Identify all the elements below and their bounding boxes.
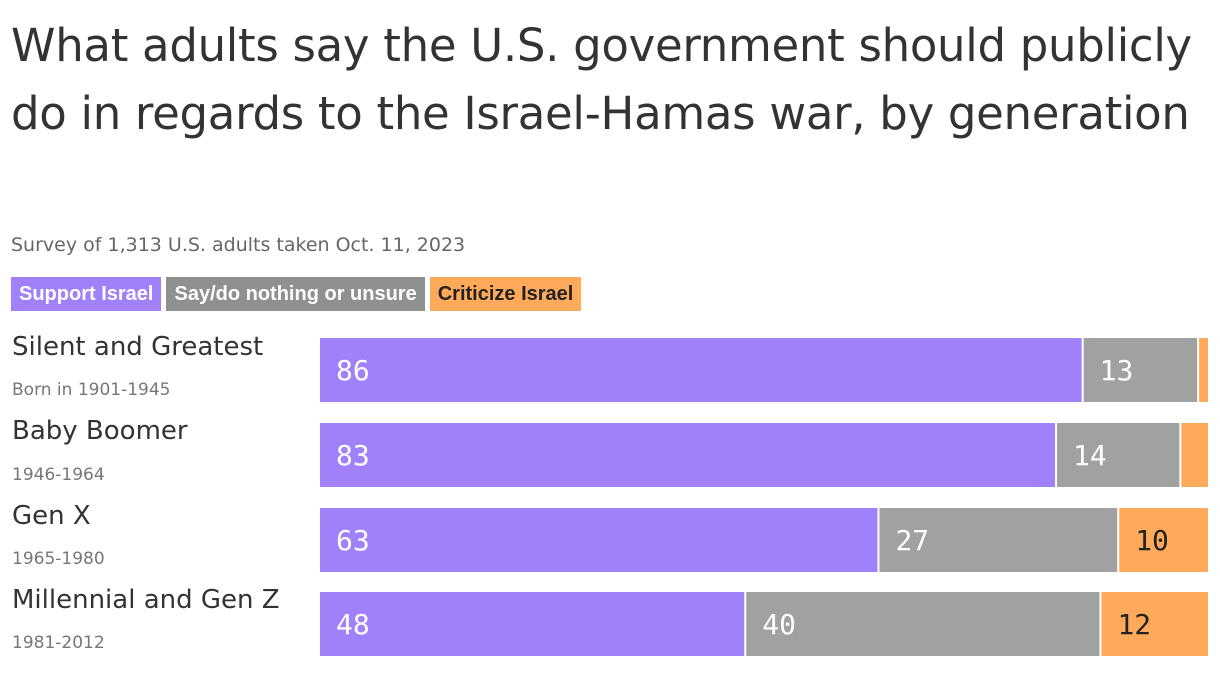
- category-sub-gen-x: 1965-1980: [12, 549, 105, 569]
- bar-label-gen-x-support-israel: 63: [336, 524, 370, 557]
- chart-subtitle: Survey of 1,313 U.S. adults taken Oct. 1…: [11, 234, 466, 256]
- legend: Support Israel Say/do nothing or unsure …: [11, 277, 582, 311]
- legend-support-israel: Support Israel: [11, 277, 162, 311]
- bar-silent-and-greatest-criticize-israel: [1199, 338, 1208, 402]
- bar-millennial-and-gen-z-criticize-israel: [1101, 592, 1208, 656]
- bar-silent-and-greatest-support-israel: [320, 338, 1082, 402]
- bar-baby-boomer-criticize-israel: [1181, 423, 1208, 487]
- category-label-millennial-gen-z: Millennial and Gen Z: [12, 585, 280, 615]
- legend-criticize-israel: Criticize Israel: [429, 277, 582, 311]
- bar-label-millennial-and-gen-z-criticize-israel: 12: [1117, 608, 1151, 641]
- chart-title: What adults say the U.S. government shou…: [11, 19, 1192, 140]
- bar-silent-and-greatest-say-do-nothing-or-unsure: [1083, 338, 1198, 402]
- bar-gen-x-support-israel: [320, 508, 878, 572]
- bar-label-baby-boomer-say-do-nothing-or-unsure: 14: [1073, 439, 1107, 472]
- category-sub-millennial-gen-z: 1981-2012: [12, 633, 105, 653]
- category-sub-silent-greatest: Born in 1901-1945: [12, 380, 171, 400]
- bar-millennial-and-gen-z-say-do-nothing-or-unsure: [746, 592, 1100, 656]
- category-label-baby-boomer: Baby Boomer: [12, 416, 188, 446]
- bar-label-gen-x-criticize-israel: 10: [1135, 524, 1169, 557]
- bar-label-silent-and-greatest-say-do-nothing-or-unsure: 13: [1100, 354, 1134, 387]
- bar-gen-x-criticize-israel: [1119, 508, 1208, 572]
- bar-baby-boomer-say-do-nothing-or-unsure: [1057, 423, 1180, 487]
- category-label-silent-greatest: Silent and Greatest: [12, 332, 264, 362]
- bar-label-millennial-and-gen-z-support-israel: 48: [336, 608, 370, 641]
- bar-label-gen-x-say-do-nothing-or-unsure: 27: [895, 524, 929, 557]
- legend-say-do-nothing: Say/do nothing or unsure: [166, 277, 425, 311]
- category-label-gen-x: Gen X: [12, 501, 91, 531]
- bar-label-baby-boomer-support-israel: 83: [336, 439, 370, 472]
- bar-baby-boomer-support-israel: [320, 423, 1056, 487]
- bar-gen-x-say-do-nothing-or-unsure: [879, 508, 1118, 572]
- bar-label-silent-and-greatest-support-israel: 86: [336, 354, 370, 387]
- bar-millennial-and-gen-z-support-israel: [320, 592, 745, 656]
- bar-label-millennial-and-gen-z-say-do-nothing-or-unsure: 40: [762, 608, 796, 641]
- category-sub-baby-boomer: 1946-1964: [12, 465, 105, 485]
